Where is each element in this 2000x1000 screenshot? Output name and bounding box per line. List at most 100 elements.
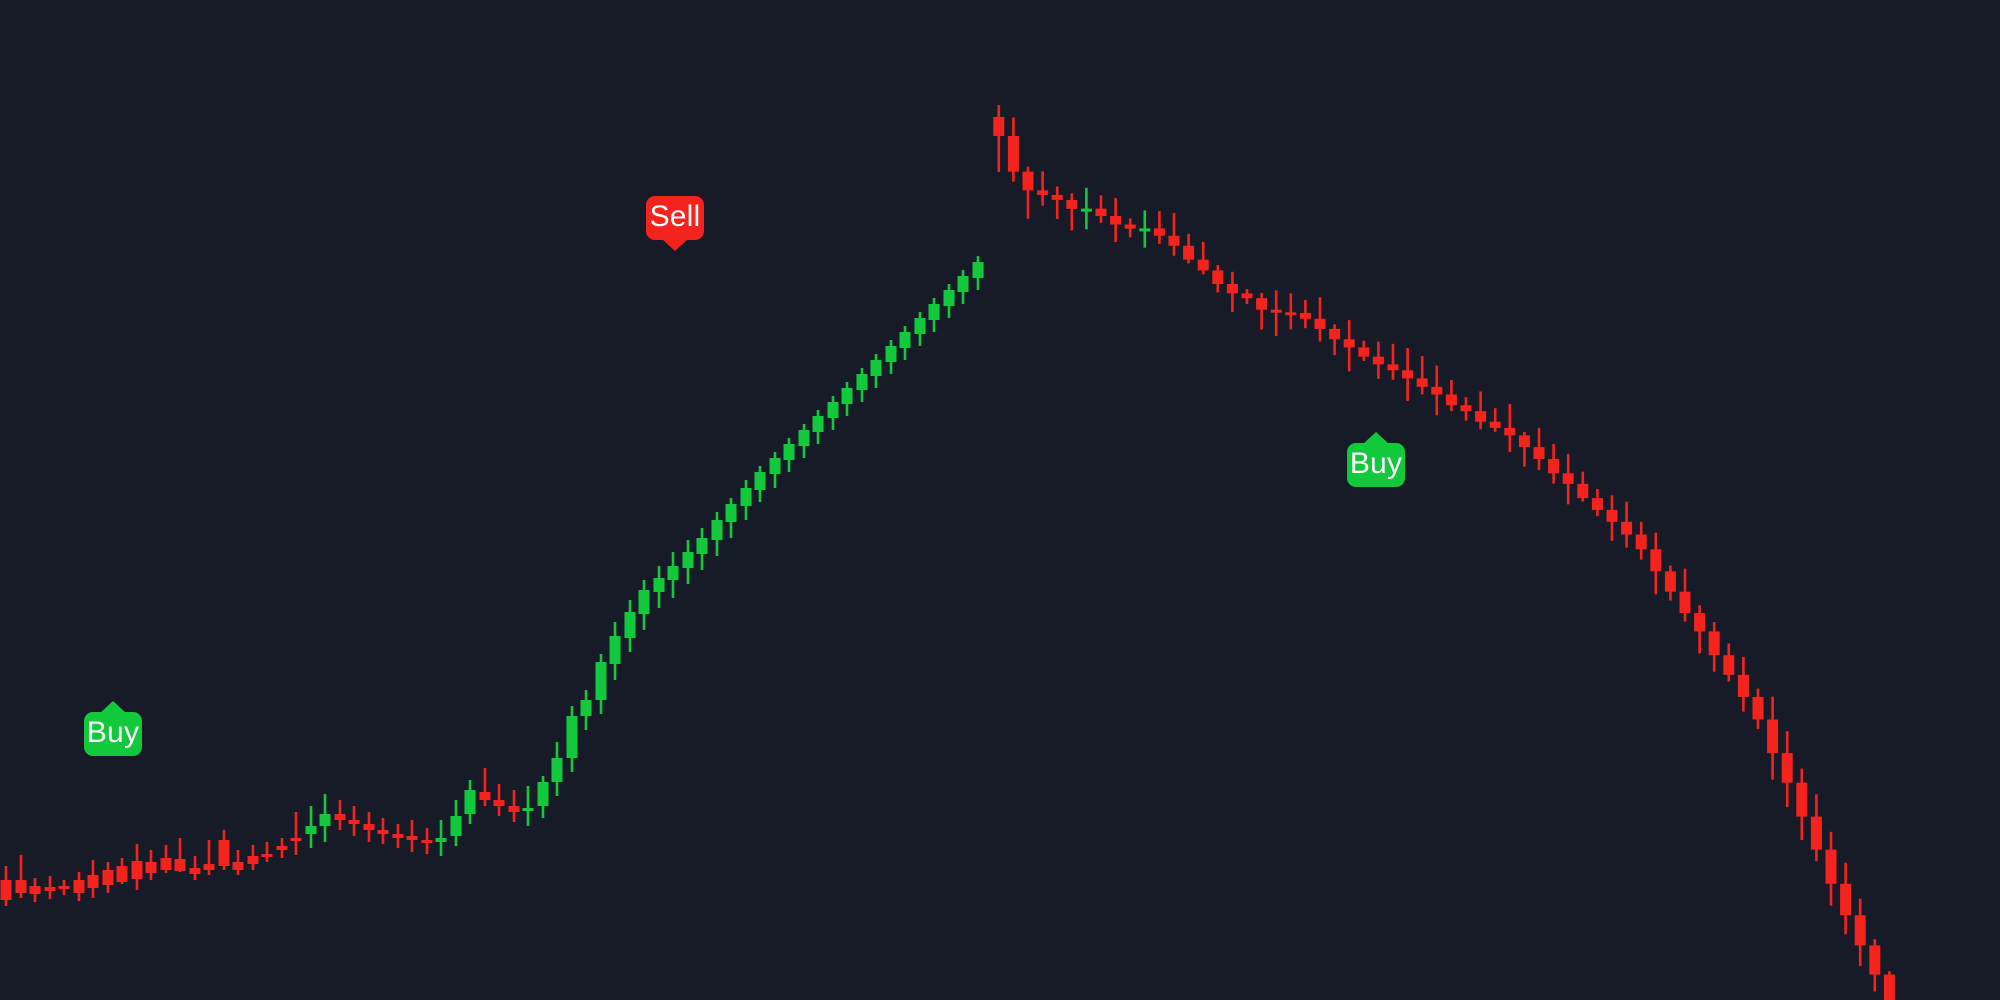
candlestick: [479, 768, 491, 806]
candle-body: [812, 416, 824, 432]
candle-wick: [1172, 212, 1176, 256]
candle-body: [566, 716, 578, 758]
candle-body: [131, 861, 143, 879]
candle-body: [885, 346, 897, 362]
candlestick: [1854, 898, 1866, 967]
candlestick: [1110, 198, 1122, 243]
candlestick: [580, 690, 592, 730]
candlestick: [696, 528, 708, 570]
candlestick: [1358, 340, 1370, 361]
candle-wick: [1085, 187, 1088, 230]
candle-body: [1577, 483, 1589, 499]
candle-body: [1314, 318, 1326, 329]
candlestick: [1781, 731, 1793, 808]
candle-body: [1475, 411, 1487, 422]
candle-body: [1548, 458, 1560, 474]
candle-body: [1869, 945, 1881, 975]
candle-body: [914, 318, 926, 334]
candle-body: [1402, 370, 1414, 379]
candle-body: [1518, 435, 1530, 448]
candle-wick: [1493, 408, 1497, 432]
candlestick: [174, 838, 186, 872]
candle-body: [1358, 347, 1370, 357]
candle-body: [827, 402, 839, 418]
candle-body: [667, 566, 679, 580]
candle-body: [145, 862, 157, 873]
candlestick: [1095, 195, 1107, 223]
candlestick: [1256, 292, 1268, 330]
candle-body: [1840, 883, 1852, 916]
candle-body: [276, 846, 288, 850]
candle-wick: [1479, 391, 1482, 430]
candlestick: [1796, 768, 1808, 841]
candlestick: [1416, 356, 1428, 395]
marker-notch-up-icon: [1363, 432, 1389, 444]
candlestick: [1343, 320, 1355, 372]
candle-body: [609, 636, 621, 664]
candlestick: [653, 566, 665, 608]
candlestick: [1460, 397, 1472, 421]
candle-body: [943, 290, 955, 306]
candlestick: [1679, 568, 1691, 622]
candlestick: [1518, 431, 1530, 467]
candlestick: [464, 780, 476, 824]
candlestick: [914, 312, 926, 346]
candlestick: [1723, 643, 1735, 682]
candle-body: [1168, 235, 1180, 246]
candlestick: [595, 654, 607, 714]
candle-wick: [19, 855, 23, 898]
candlestick: [537, 776, 549, 818]
candle-body: [783, 444, 795, 460]
candlestick: [1080, 187, 1092, 230]
candlestick: [1635, 521, 1647, 560]
candlestick: [624, 600, 636, 652]
candle-body: [1737, 674, 1749, 697]
candle-body: [479, 792, 491, 800]
buy-signal-marker[interactable]: Buy: [1347, 432, 1405, 487]
candle-wick: [1055, 186, 1059, 219]
candle-wick: [265, 842, 269, 862]
candle-wick: [526, 786, 530, 826]
candle-body: [1285, 312, 1297, 316]
candle-body: [1489, 421, 1501, 428]
candlestick: [841, 382, 853, 416]
candlestick: [1241, 288, 1253, 305]
candle-wick: [483, 768, 487, 806]
candle-body: [870, 360, 882, 376]
candlestick: [1562, 454, 1574, 505]
candlestick: [1533, 427, 1545, 470]
candle-wick: [207, 840, 211, 875]
candlestick: [1445, 379, 1457, 412]
candle-body: [1095, 208, 1107, 216]
candle-body: [305, 826, 317, 834]
candlestick: [1431, 365, 1443, 416]
candle-body: [551, 758, 563, 782]
candle-body: [1124, 224, 1136, 229]
candlestick: [261, 842, 273, 862]
candlestick: [406, 820, 418, 852]
buy-signal-marker[interactable]: Buy: [84, 701, 142, 756]
candlestick: [1270, 290, 1282, 337]
candlestick: [1606, 495, 1618, 541]
candlestick: [73, 872, 85, 901]
candlestick: [29, 878, 41, 902]
candlestick: [1226, 271, 1238, 312]
candle-body: [1343, 339, 1355, 348]
candlestick: [609, 622, 621, 680]
candlestick: [1767, 696, 1779, 780]
candlestick: [754, 466, 766, 502]
candle-body: [493, 800, 505, 806]
candlestick: [711, 512, 723, 556]
candle-body: [377, 830, 389, 834]
candle-body: [1796, 782, 1808, 817]
sell-signal-marker[interactable]: Sell: [646, 196, 704, 251]
candle-body: [1708, 631, 1720, 656]
candle-body: [174, 859, 186, 871]
candle-body: [1270, 309, 1282, 313]
candlestick: [435, 820, 447, 856]
candle-body: [1723, 655, 1735, 675]
candlestick: [856, 368, 868, 402]
candle-body: [1562, 473, 1574, 484]
candlestick: [1737, 656, 1749, 712]
